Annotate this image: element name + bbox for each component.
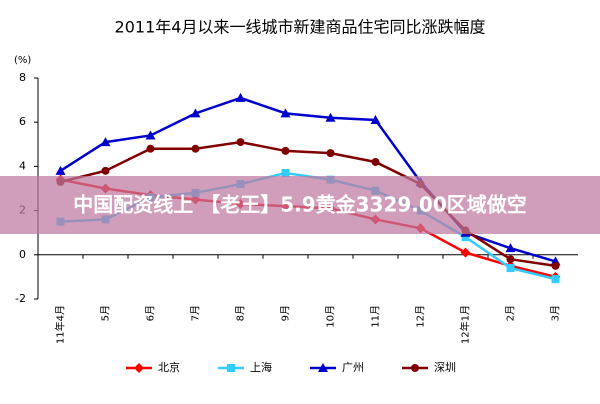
y-tick-label: -2	[15, 292, 26, 305]
point	[227, 364, 235, 372]
point	[235, 92, 246, 102]
point	[370, 114, 381, 124]
point	[101, 166, 110, 175]
x-tick-label: 12年1月	[459, 305, 472, 344]
point	[191, 144, 200, 153]
point	[326, 149, 335, 158]
y-tick-label: 0	[19, 248, 26, 261]
point	[371, 157, 380, 166]
point	[460, 247, 471, 258]
point	[100, 137, 111, 147]
point	[325, 112, 336, 122]
x-tick-label: 9月	[280, 305, 292, 321]
x-tick-label: 6月	[145, 305, 157, 321]
point	[55, 165, 66, 175]
point	[134, 363, 144, 373]
chart-title: 2011年4月以来一线城市新建商品住宅同比涨跌幅度	[115, 18, 486, 37]
point	[506, 255, 515, 264]
x-tick-label: 11月	[370, 305, 382, 328]
point	[281, 146, 290, 155]
point	[190, 108, 201, 118]
point	[280, 108, 291, 118]
legend-label: 广州	[342, 361, 364, 374]
point	[411, 364, 419, 372]
x-tick-label: 2月	[505, 305, 517, 321]
y-tick-label: 6	[19, 115, 26, 128]
x-tick-label: 5月	[100, 305, 112, 321]
point	[318, 363, 328, 372]
series-line	[60, 140, 556, 268]
x-tick-label: 7月	[190, 305, 202, 321]
y-unit: (%)	[14, 55, 31, 66]
overlay-text: 中国配资线上 【老王】5.9黄金3329.00区域做空	[73, 193, 527, 217]
legend-label: 深圳	[434, 361, 456, 374]
overlay-banner	[0, 176, 600, 234]
point	[505, 243, 516, 253]
legend-label: 上海	[250, 360, 272, 374]
point	[145, 130, 156, 140]
y-tick-label: 8	[19, 71, 26, 84]
point	[551, 261, 560, 270]
x-tick-label: 11年4月	[54, 305, 67, 344]
point	[506, 264, 515, 273]
point	[236, 138, 245, 147]
point	[281, 169, 290, 178]
point	[461, 233, 470, 242]
x-tick-label: 12月	[415, 305, 427, 328]
y-tick-label: 4	[19, 159, 26, 172]
x-tick-label: 8月	[235, 305, 247, 321]
point	[551, 275, 560, 284]
x-tick-label: 3月	[550, 305, 562, 321]
legend-label: 北京	[158, 360, 180, 374]
point	[146, 144, 155, 153]
x-tick-label: 10月	[325, 305, 337, 328]
